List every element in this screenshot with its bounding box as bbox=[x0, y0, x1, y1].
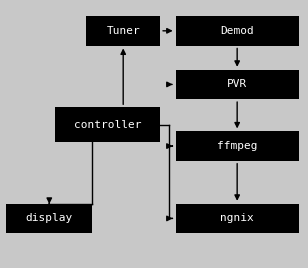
Bar bbox=[86, 16, 160, 46]
Bar bbox=[176, 204, 299, 233]
Text: ngnix: ngnix bbox=[220, 213, 254, 224]
Text: Demod: Demod bbox=[220, 26, 254, 36]
Bar bbox=[176, 16, 299, 46]
Text: PVR: PVR bbox=[227, 79, 247, 90]
Bar bbox=[176, 70, 299, 99]
Bar bbox=[6, 204, 92, 233]
Text: controller: controller bbox=[74, 120, 142, 130]
Text: display: display bbox=[26, 213, 73, 224]
Bar bbox=[176, 131, 299, 161]
Bar bbox=[55, 107, 160, 142]
Text: Tuner: Tuner bbox=[106, 26, 140, 36]
Text: ffmpeg: ffmpeg bbox=[217, 141, 257, 151]
